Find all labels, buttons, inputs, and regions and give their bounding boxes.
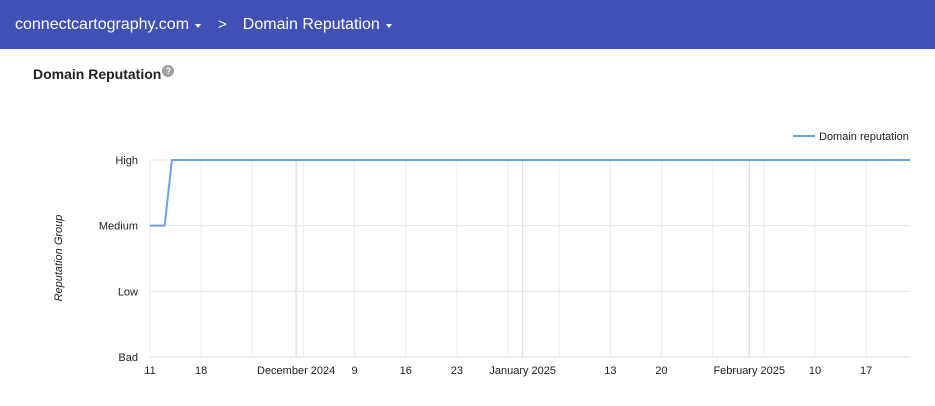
- x-tick-label: 20: [655, 365, 667, 377]
- y-axis-label: Reputation Group: [53, 215, 65, 302]
- page-title-row: Domain Reputation ?: [33, 65, 175, 82]
- x-tick-label: December 2024: [257, 365, 335, 377]
- section-label: Domain Reputation: [242, 15, 380, 33]
- x-tick-label: 11: [144, 365, 155, 377]
- y-tick-label: Bad: [118, 352, 138, 364]
- y-tick-label: Low: [118, 286, 138, 298]
- help-icon[interactable]: ?: [162, 65, 175, 77]
- x-tick-label: 9: [352, 365, 358, 377]
- x-tick-label: 23: [451, 365, 463, 377]
- y-tick-label: High: [115, 155, 138, 167]
- page-title: Domain Reputation: [33, 66, 162, 82]
- top-bar: connectcartography.com > Domain Reputati…: [0, 0, 935, 49]
- x-tick-label: January 2025: [489, 365, 556, 377]
- legend-label: Domain reputation: [819, 131, 909, 143]
- x-tick-label: 10: [809, 365, 821, 377]
- domain-label: connectcartography.com: [15, 15, 190, 33]
- breadcrumb-separator: >: [218, 16, 227, 33]
- series-line: [150, 159, 910, 227]
- domain-selector[interactable]: connectcartography.com: [15, 15, 202, 34]
- x-tick-label: February 2025: [713, 365, 785, 377]
- section-selector[interactable]: Domain Reputation: [243, 16, 392, 34]
- x-tick-label: 17: [860, 365, 872, 377]
- caret-down-icon: [195, 23, 202, 28]
- y-tick-label: Medium: [99, 221, 138, 233]
- x-tick-label: 16: [400, 365, 412, 377]
- x-tick-label: 18: [195, 365, 207, 377]
- x-tick-label: 13: [604, 365, 616, 377]
- caret-down-icon: [385, 23, 392, 28]
